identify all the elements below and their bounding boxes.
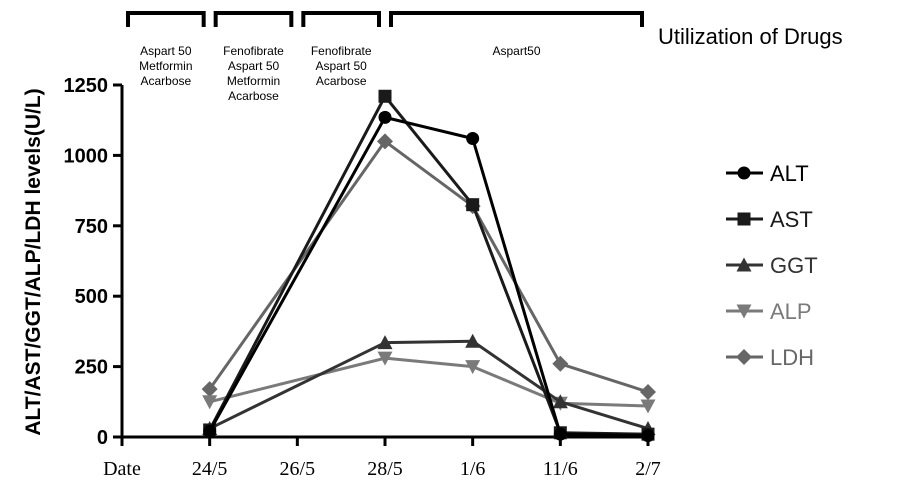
data-point-alt [641, 429, 655, 443]
series-line-alp [209, 356, 649, 408]
data-point-alp [465, 360, 481, 375]
series-alp [202, 351, 656, 414]
series-alt [203, 110, 655, 443]
data-point-ggt [465, 333, 481, 348]
data-point-alp [640, 399, 656, 414]
data-point-ldh [201, 381, 218, 398]
x-tick-label: 24/5 [192, 458, 228, 480]
y-tick-label: 500 [75, 286, 108, 308]
drug-bracket [389, 11, 644, 27]
data-point-alp [202, 395, 218, 410]
x-tick-label: 26/5 [280, 458, 316, 480]
drug-label: Aspart50 [492, 44, 540, 58]
drug-label: Aspart 50 Metformin Acarbose [139, 44, 192, 88]
legend-label-alt: ALT [770, 161, 809, 186]
y-tick-label: 750 [75, 216, 108, 238]
data-point-alt [553, 427, 567, 441]
data-point-alp [377, 351, 393, 366]
legend-label-ast: AST [770, 207, 813, 232]
series-layer [201, 89, 656, 443]
x-tick-label: 11/6 [543, 458, 578, 480]
data-point-ggt [552, 394, 568, 409]
y-axis-label: ALT/AST/GGT/ALP/LDH levels(U/L) [22, 88, 45, 435]
legend-title: Utilization of Drugs [658, 24, 843, 49]
data-point-alt [203, 424, 217, 438]
drug-annotations: Aspart 50 Metformin Acarbose Fenofibrate Asp… [126, 11, 644, 103]
series-ggt [202, 333, 656, 436]
data-point-ldh [552, 355, 569, 372]
legend-marker-alt [737, 166, 751, 180]
drug-bracket [126, 11, 206, 27]
data-point-ast [378, 89, 392, 103]
data-point-ldh [640, 383, 656, 400]
x-tick-label: Date [103, 458, 141, 480]
data-point-alt [466, 132, 480, 146]
x-tick-label: 2/7 [635, 458, 661, 480]
data-point-ast [466, 198, 480, 212]
legend-marker-ldh [736, 349, 752, 365]
drug-bracket [301, 11, 381, 27]
series-line-ast [208, 94, 649, 436]
drug-bracket [213, 11, 294, 27]
x-tick-label: 28/5 [367, 458, 403, 480]
y-tick-label: 1250 [64, 75, 109, 97]
legend: ALT AST GGT ALP LDH [726, 161, 818, 370]
y-tick-label: 1000 [64, 145, 109, 167]
series-line-alt [208, 115, 649, 438]
legend-marker-ast [737, 212, 751, 226]
legend-marker-ggt [736, 257, 752, 272]
legend-label-ggt: GGT [770, 253, 818, 278]
x-tick-label: 1/6 [460, 458, 486, 480]
series-ldh [201, 133, 656, 400]
data-point-alt [378, 110, 392, 124]
y-tick-label: 250 [75, 357, 108, 379]
legend-label-alp: ALP [770, 299, 812, 324]
axes: 0 250 500 750 1000 1250 Date 24/5 26/5 28/5 1/6 11/… [64, 75, 661, 480]
data-point-ggt [377, 335, 393, 350]
drug-label: Fenofibrate Aspart 50 Acarbose [311, 44, 372, 88]
y-tick-label: 0 [97, 427, 108, 449]
legend-marker-alp [736, 304, 752, 319]
drug-label: Fenofibrate Aspart 50 Metformin Acarbose [223, 44, 284, 103]
legend-label-ldh: LDH [770, 345, 814, 370]
series-line-ldh [208, 139, 649, 394]
data-point-ldh [377, 133, 393, 150]
